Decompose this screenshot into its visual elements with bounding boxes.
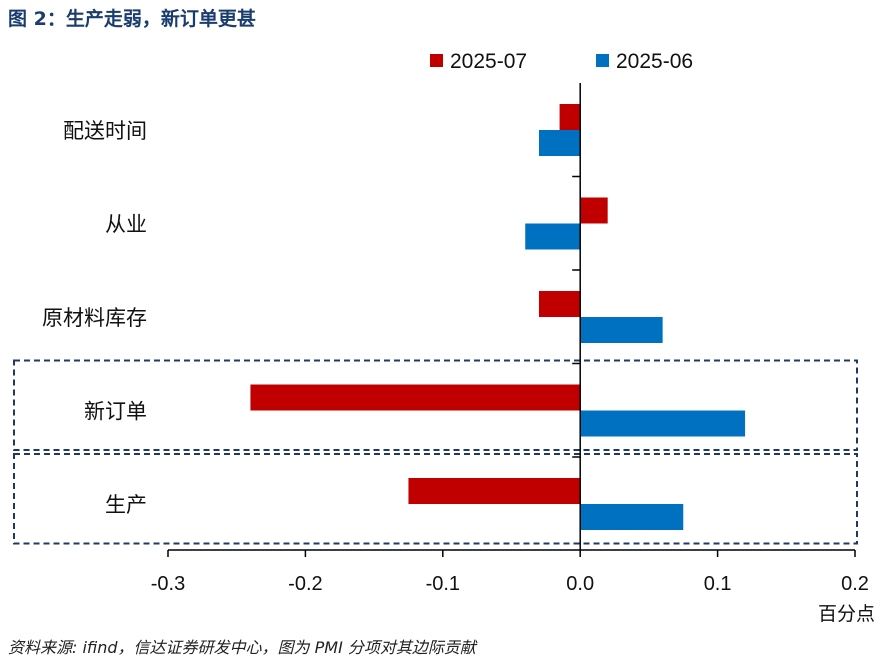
bar-2025-06-2 xyxy=(525,223,581,250)
x-tick-label: 0.2 xyxy=(841,573,869,595)
bar-2025-07-2 xyxy=(580,197,608,224)
bar-2025-07-3 xyxy=(538,291,581,317)
category-label: 从业 xyxy=(105,213,147,237)
bar-2025-07-5 xyxy=(408,478,581,504)
bar-2025-07-1 xyxy=(559,104,581,130)
figure-title: 图 2：生产走弱，新订单更甚 xyxy=(8,8,256,30)
category-label: 生产 xyxy=(105,493,147,517)
bar-2025-06-5 xyxy=(580,504,684,530)
legend-swatch-2025-06 xyxy=(596,54,609,67)
highlight-box-1 xyxy=(13,359,858,451)
x-tick-label: -0.3 xyxy=(151,573,185,595)
category-label: 新订单 xyxy=(84,400,147,424)
category-label: 原材料库存 xyxy=(42,306,147,330)
legend-label-2025-07: 2025-07 xyxy=(450,50,527,73)
x-tick-label: 0.0 xyxy=(566,573,594,595)
bar-2025-06-4 xyxy=(580,410,746,437)
x-tick-label: -0.1 xyxy=(426,573,460,595)
x-tick-label: 0.1 xyxy=(704,573,732,595)
highlight-box-2 xyxy=(13,453,858,545)
source-note: 资料来源: ifind，信达证券研发中心，图为 PMI 分项对其边际贡献 xyxy=(8,638,476,657)
category-label: 配送时间 xyxy=(63,119,147,143)
legend-swatch-2025-07 xyxy=(430,54,443,67)
bar-2025-06-1 xyxy=(538,130,581,156)
x-axis-unit-label: 百分点 xyxy=(818,603,875,625)
legend-label-2025-06: 2025-06 xyxy=(616,50,693,73)
bar-2025-06-3 xyxy=(580,317,663,343)
bar-2025-07-4 xyxy=(250,384,581,411)
x-tick-label: -0.2 xyxy=(288,573,322,595)
